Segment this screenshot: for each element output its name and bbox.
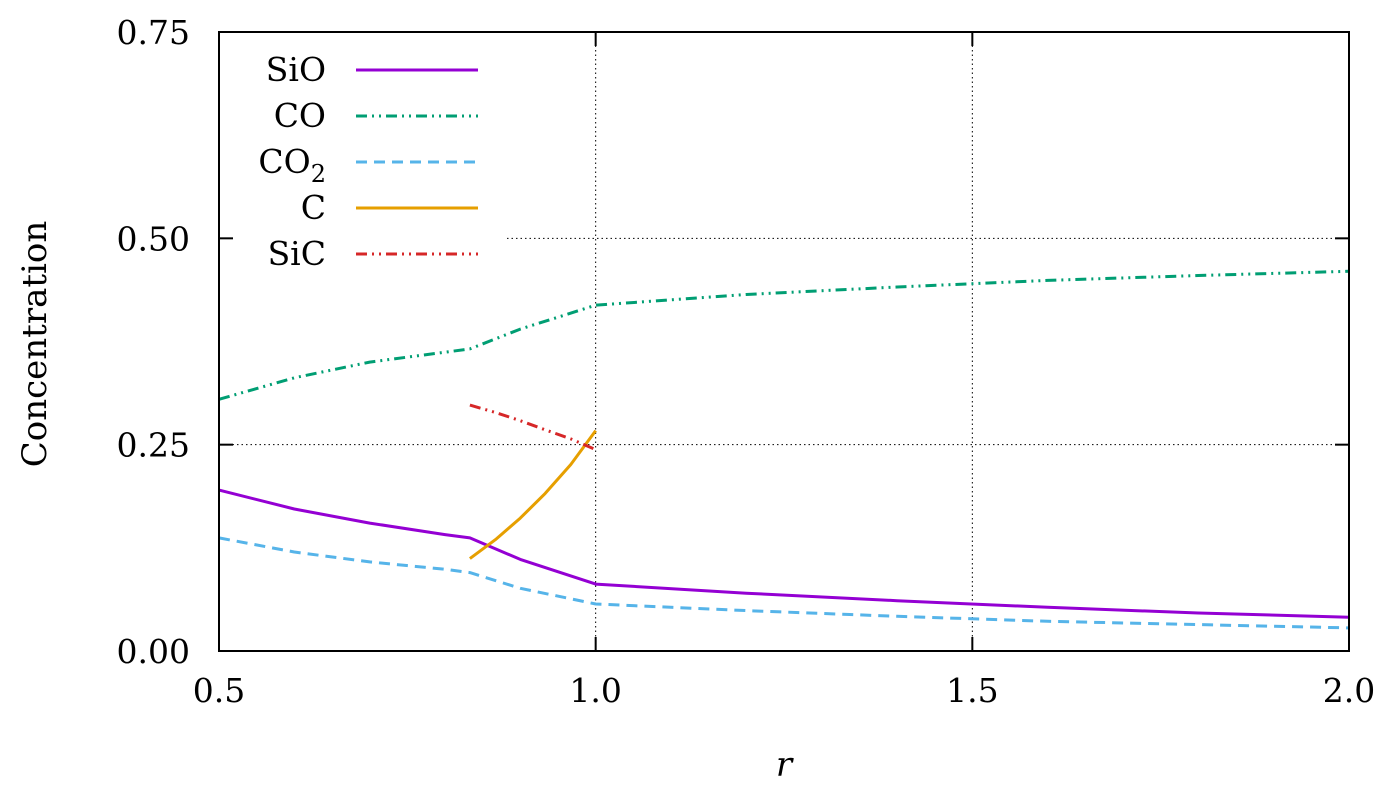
y-tick-label: 0.75: [117, 13, 190, 52]
series-line-co2: [218, 536, 1350, 630]
legend-label: C: [301, 188, 326, 227]
series-line-c: [469, 429, 597, 560]
legend-box: [226, 38, 506, 276]
grid-lines: [219, 32, 1349, 651]
series-lines: [218, 269, 1350, 630]
axis-ticks: [218, 31, 1350, 652]
series-line-sio: [218, 488, 1350, 619]
series-line-sic: [469, 403, 597, 451]
y-tick-label: 0.25: [117, 426, 190, 465]
legend-label: SiO: [266, 50, 326, 89]
y-tick-label: 0.00: [117, 632, 190, 671]
legend-background: [226, 38, 506, 276]
tick-labels: 0.5 1.0 1.5 2.0 0.00 0.25 0.50 0.75: [117, 13, 1376, 710]
x-axis-title: r: [776, 745, 794, 785]
legend-label: CO2: [258, 142, 326, 188]
y-tick-label: 0.50: [117, 219, 190, 258]
x-tick-label: 2.0: [1323, 671, 1375, 710]
legend-label: SiC: [268, 234, 326, 273]
x-tick-label: 1.0: [569, 671, 621, 710]
y-axis-title: Concentration: [15, 221, 55, 468]
plot-frame: [218, 31, 1350, 652]
x-tick-label: 0.5: [193, 671, 245, 710]
legend-label: CO: [274, 96, 326, 135]
x-tick-label: 1.5: [946, 671, 998, 710]
